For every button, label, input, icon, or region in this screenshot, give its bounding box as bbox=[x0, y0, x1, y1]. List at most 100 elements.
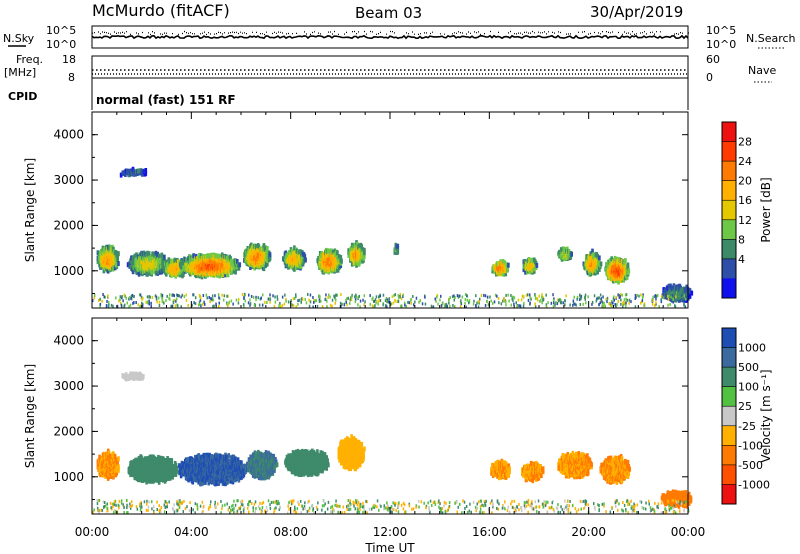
heatmap-cell bbox=[610, 303, 612, 307]
heatmap-cell bbox=[235, 461, 239, 466]
heatmap-cell bbox=[562, 246, 566, 252]
heatmap-cell bbox=[534, 302, 536, 306]
heatmap-cell bbox=[137, 461, 141, 467]
heatmap-cell bbox=[378, 295, 380, 299]
heatmap-cell bbox=[606, 300, 608, 304]
heatmap-cell bbox=[684, 297, 687, 301]
colorbar-frame bbox=[721, 121, 737, 299]
heatmap-cell bbox=[390, 302, 392, 306]
heatmap-cell bbox=[375, 301, 377, 305]
heatmap-cell bbox=[402, 293, 404, 297]
heatmap-cell bbox=[400, 304, 402, 308]
heatmap-cell bbox=[550, 301, 553, 305]
heatmap-cell bbox=[175, 297, 178, 301]
heatmap-cell bbox=[240, 460, 243, 466]
heatmap-cell bbox=[314, 299, 317, 303]
heatmap-cell bbox=[169, 293, 171, 297]
heatmap-cell bbox=[349, 298, 351, 302]
heatmap-cell bbox=[468, 301, 470, 305]
heatmap-cell bbox=[602, 301, 604, 305]
heatmap-cell bbox=[140, 295, 143, 299]
heatmap-cell bbox=[244, 463, 247, 469]
heatmap-cell bbox=[623, 298, 626, 302]
heatmap-cell bbox=[351, 295, 353, 299]
heatmap-cell bbox=[538, 294, 540, 298]
heatmap-cell bbox=[274, 295, 276, 299]
heatmap-cell bbox=[369, 294, 371, 298]
heatmap-cell bbox=[603, 301, 605, 305]
heatmap-cell bbox=[487, 303, 490, 307]
heatmap-cell bbox=[236, 259, 239, 264]
heatmap-cell bbox=[259, 297, 262, 301]
heatmap-cell bbox=[681, 296, 683, 300]
heatmap-cell bbox=[320, 299, 322, 303]
heatmap-cell bbox=[662, 296, 665, 300]
heatmap-cell bbox=[268, 252, 272, 258]
heatmap-cell bbox=[440, 304, 443, 308]
heatmap-cell bbox=[515, 301, 517, 305]
heatmap-cell bbox=[394, 298, 396, 302]
heatmap-cell bbox=[483, 293, 485, 297]
heatmap-cell bbox=[107, 300, 110, 304]
heatmap-cell bbox=[554, 303, 556, 307]
heatmap-cell bbox=[642, 295, 644, 299]
heatmap-cell bbox=[547, 301, 549, 305]
heatmap-cell bbox=[112, 246, 115, 252]
heatmap-cell bbox=[284, 250, 288, 256]
heatmap-cell bbox=[446, 305, 448, 309]
heatmap-cell bbox=[249, 303, 251, 307]
heatmap-cell bbox=[332, 252, 336, 258]
heatmap-cell bbox=[321, 305, 324, 308]
heatmap-cell bbox=[398, 295, 400, 299]
heatmap-cell bbox=[193, 301, 195, 305]
heatmap-cell bbox=[191, 479, 195, 485]
heatmap-cell bbox=[209, 300, 212, 304]
heatmap-cell bbox=[399, 292, 402, 296]
heatmap-cell bbox=[278, 304, 280, 308]
heatmap-cell bbox=[507, 293, 509, 297]
heatmap-cell bbox=[431, 305, 434, 309]
heatmap-cell bbox=[157, 479, 161, 485]
heatmap-cell bbox=[130, 297, 132, 301]
heatmap-cell bbox=[336, 267, 340, 273]
heatmap-cell bbox=[524, 269, 527, 275]
heatmap-cell bbox=[197, 453, 200, 459]
heatmap-cell bbox=[176, 293, 178, 297]
heatmap-cell bbox=[386, 305, 388, 309]
heatmap-cell bbox=[655, 294, 658, 298]
heatmap-cell bbox=[345, 300, 347, 304]
heatmap-cell bbox=[466, 298, 469, 302]
heatmap-cell bbox=[194, 454, 197, 460]
heatmap-cell bbox=[142, 296, 144, 300]
heatmap-cell bbox=[287, 300, 290, 304]
heatmap-cell bbox=[119, 298, 121, 302]
heatmap-cell bbox=[194, 302, 197, 306]
heatmap-cell bbox=[540, 298, 542, 302]
heatmap-cell bbox=[616, 302, 618, 306]
heatmap-cell bbox=[129, 263, 132, 269]
heatmap-cell bbox=[378, 298, 380, 302]
heatmap-cell bbox=[584, 297, 586, 301]
heatmap-cell bbox=[331, 249, 335, 255]
heatmap-cell bbox=[465, 305, 467, 309]
heatmap-cell bbox=[247, 301, 250, 305]
heatmap-cell bbox=[497, 297, 500, 300]
heatmap-cell bbox=[294, 296, 296, 300]
heatmap-cell bbox=[223, 294, 226, 298]
heatmap-cell bbox=[154, 294, 157, 298]
heatmap-cell bbox=[217, 479, 221, 485]
heatmap-cell bbox=[295, 295, 297, 299]
heatmap-cell bbox=[522, 304, 525, 308]
heatmap-cell bbox=[475, 294, 477, 298]
heatmap-cell bbox=[620, 302, 622, 306]
heatmap-cell bbox=[175, 468, 179, 474]
heatmap-cell bbox=[382, 293, 385, 297]
heatmap-cell bbox=[320, 250, 324, 256]
heatmap-cell bbox=[670, 295, 672, 299]
heatmap-cell bbox=[610, 256, 613, 262]
heatmap-cell bbox=[155, 295, 158, 299]
heatmap-cell bbox=[214, 294, 216, 298]
heatmap-cell bbox=[456, 294, 459, 298]
heatmap-cell bbox=[347, 296, 349, 300]
heatmap-cell bbox=[580, 297, 582, 301]
